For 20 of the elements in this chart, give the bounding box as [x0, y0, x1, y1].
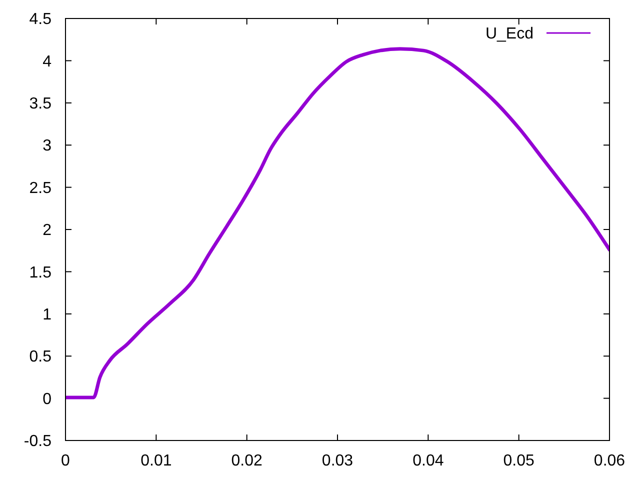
- y-tick-label: 1.5: [29, 264, 52, 282]
- y-tick-label: 3.5: [29, 96, 52, 112]
- x-tick-label: 0.06: [594, 452, 626, 470]
- x-tick-label: 0.05: [503, 452, 535, 470]
- y-tick-label: 4.5: [29, 11, 52, 28]
- y-tick-label: 4: [42, 53, 52, 70]
- x-tick-label: 0: [61, 452, 70, 470]
- y-tick-label: 3: [42, 138, 52, 155]
- y-tick-label: 2: [42, 222, 52, 240]
- x-tick-label: 0.04: [412, 452, 444, 470]
- y-tick-label: 2.5: [29, 180, 52, 197]
- x-tick-label: 0.01: [140, 452, 172, 470]
- legend-label: U_Ecd: [485, 26, 534, 43]
- y-tick-label: 1: [42, 306, 52, 324]
- line-series: [66, 47, 610, 400]
- x-tick-label: 0.02: [231, 452, 263, 470]
- y-tick-label: 0: [42, 390, 52, 408]
- x-tick-label: 0.03: [322, 452, 354, 470]
- y-tick-label: -0.5: [24, 433, 52, 450]
- y-tick-label: 0.5: [29, 348, 52, 366]
